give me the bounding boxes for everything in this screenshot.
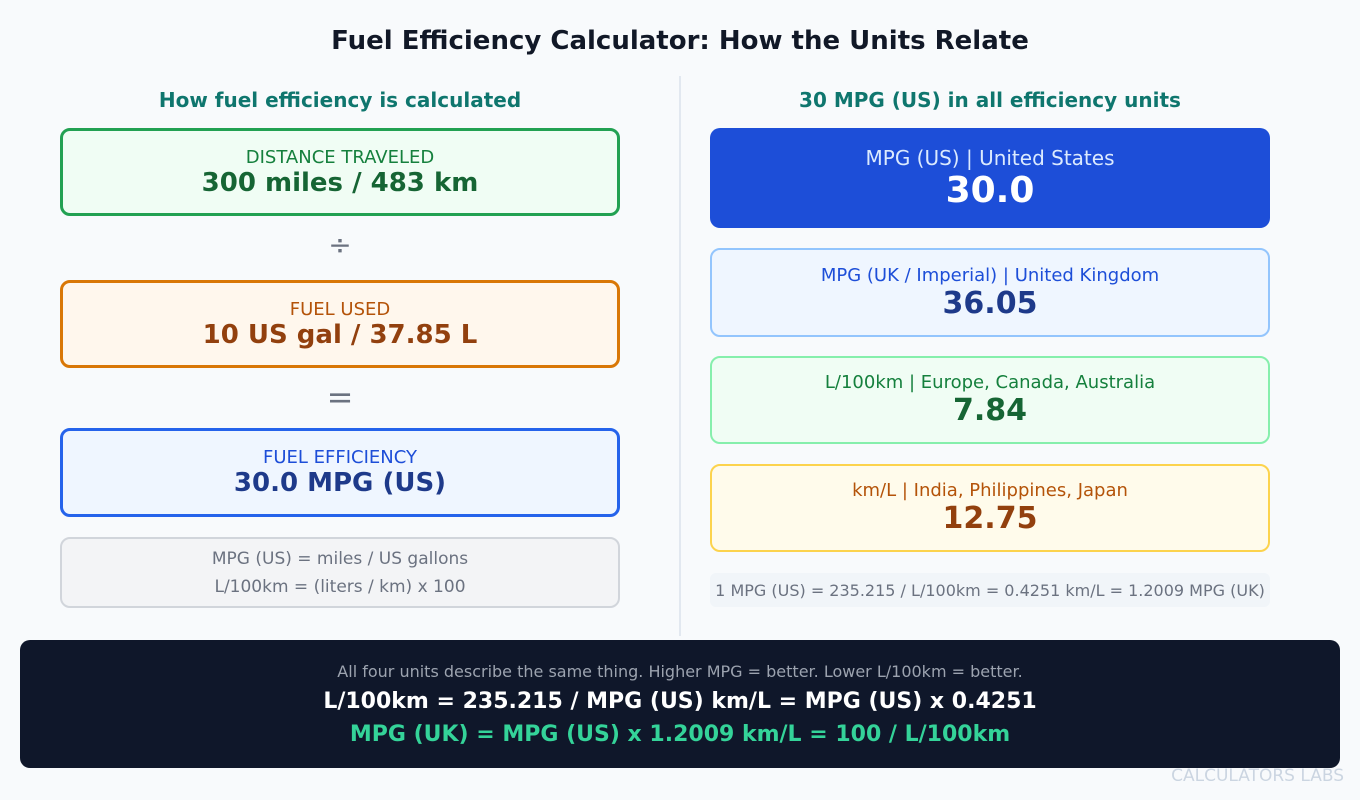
- operator: =: [326, 378, 354, 416]
- left-heading: How fuel efficiency is calculated: [158, 88, 522, 112]
- title: Fuel Efficiency Calculator: How the Unit…: [331, 26, 1029, 56]
- step-box: FUEL USED 10 US gal / 37.85 L: [60, 280, 620, 368]
- unit-box: km/L | India, Philippines, Japan 12.75: [710, 464, 1270, 552]
- divider: [679, 76, 681, 636]
- footer-note: All four units describe the same thing. …: [337, 661, 1023, 681]
- step-label: DISTANCE TRAVELED: [245, 146, 435, 168]
- step-label: FUEL USED: [289, 298, 391, 320]
- conversion-note: 1 MPG (US) = 235.215 / L/100km = 0.4251 …: [710, 573, 1270, 607]
- step-label: FUEL EFFICIENCY: [262, 447, 417, 468]
- step-value: 10 US gal / 37.85 L: [202, 319, 478, 350]
- formula: L/100km = (liters / km) x 100: [214, 576, 466, 597]
- unit-label: L/100km | Europe, Canada, Australia: [824, 372, 1156, 393]
- unit-box: L/100km | Europe, Canada, Australia 7.84: [710, 356, 1270, 444]
- unit-value: 30.0: [945, 169, 1035, 211]
- unit-value: 12.75: [942, 501, 1038, 536]
- footer-box: All four units describe the same thing. …: [20, 640, 1340, 768]
- unit-box: MPG (UK / Imperial) | United Kingdom 36.…: [710, 248, 1270, 337]
- footer-formula: MPG (UK) = MPG (US) x 1.2009 km/L = 100 …: [349, 721, 1011, 747]
- unit-label: km/L | India, Philippines, Japan: [852, 480, 1128, 501]
- unit-value: 36.05: [942, 285, 1038, 321]
- right-heading: 30 MPG (US) in all efficiency units: [799, 88, 1181, 112]
- unit-label: MPG (US) | United States: [865, 145, 1115, 170]
- unit-label: MPG (UK / Imperial) | United Kingdom: [820, 264, 1160, 286]
- unit-box: MPG (US) | United States 30.0: [710, 128, 1270, 228]
- step-value: 300 miles / 483 km: [201, 167, 479, 198]
- watermark: CALCULATORS LABS: [1171, 766, 1344, 786]
- unit-value: 7.84: [952, 393, 1028, 428]
- step-box: DISTANCE TRAVELED 300 miles / 483 km: [60, 128, 620, 216]
- footer-formula: L/100km = 235.215 / MPG (US) km/L = MPG …: [323, 688, 1037, 714]
- step-box: FUEL EFFICIENCY 30.0 MPG (US): [60, 428, 620, 517]
- step-value: 30.0 MPG (US): [233, 468, 447, 498]
- operator: ÷: [328, 228, 352, 261]
- formula-box: MPG (US) = miles / US gallons L/100km = …: [60, 537, 620, 608]
- formula: MPG (US) = miles / US gallons: [211, 548, 469, 569]
